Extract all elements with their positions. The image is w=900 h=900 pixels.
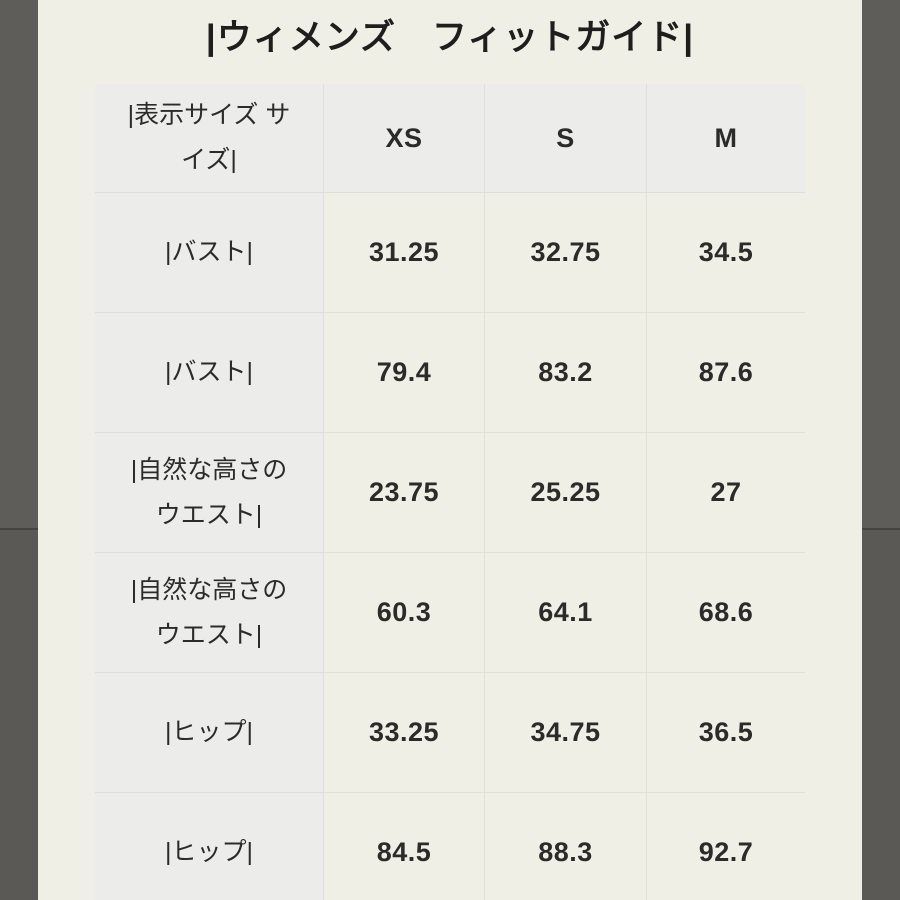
value-cell: 25.25 bbox=[485, 433, 647, 553]
left-letterbox-bar bbox=[0, 0, 38, 900]
value-cell: 64.1 bbox=[485, 553, 647, 673]
row-label-waist-in: |自然な高さのウエスト| bbox=[95, 433, 324, 553]
header-cell-xs: XS bbox=[324, 84, 485, 193]
row-label-hip-in: |ヒップ| bbox=[95, 673, 324, 793]
value-cell: 84.5 bbox=[324, 793, 485, 900]
row-label-hip-cm: |ヒップ| bbox=[95, 793, 324, 900]
value-cell: 87.6 bbox=[647, 313, 805, 433]
value-cell: 34.75 bbox=[485, 673, 647, 793]
page-title: |ウィメンズ フィットガイド| bbox=[205, 18, 695, 57]
right-letterbox-bar bbox=[862, 0, 900, 900]
left-letterbox-bottom bbox=[0, 530, 38, 900]
value-cell: 27 bbox=[647, 433, 805, 553]
left-letterbox-top bbox=[0, 0, 38, 528]
value-cell: 23.75 bbox=[324, 433, 485, 553]
row-label-bust-in: |バスト| bbox=[95, 193, 324, 313]
value-cell: 79.4 bbox=[324, 313, 485, 433]
value-cell: 83.2 bbox=[485, 313, 647, 433]
value-cell: 88.3 bbox=[485, 793, 647, 900]
fit-guide-table: |表示サイズ サイズ| XS S M |バスト| 31.25 32.75 34.… bbox=[95, 84, 805, 900]
value-cell: 34.5 bbox=[647, 193, 805, 313]
value-cell: 31.25 bbox=[324, 193, 485, 313]
value-cell: 68.6 bbox=[647, 553, 805, 673]
left-letterbox-seam bbox=[0, 528, 38, 530]
right-letterbox-bottom bbox=[862, 530, 900, 900]
value-cell: 92.7 bbox=[647, 793, 805, 900]
header-cell-s: S bbox=[485, 84, 647, 193]
header-cell-m: M bbox=[647, 84, 805, 193]
value-cell: 32.75 bbox=[485, 193, 647, 313]
row-label-bust-cm: |バスト| bbox=[95, 313, 324, 433]
right-letterbox-seam bbox=[862, 528, 900, 530]
row-label-waist-cm: |自然な高さのウエスト| bbox=[95, 553, 324, 673]
right-letterbox-top bbox=[862, 0, 900, 528]
value-cell: 60.3 bbox=[324, 553, 485, 673]
value-cell: 36.5 bbox=[647, 673, 805, 793]
value-cell: 33.25 bbox=[324, 673, 485, 793]
header-cell-size-label: |表示サイズ サイズ| bbox=[95, 84, 324, 193]
